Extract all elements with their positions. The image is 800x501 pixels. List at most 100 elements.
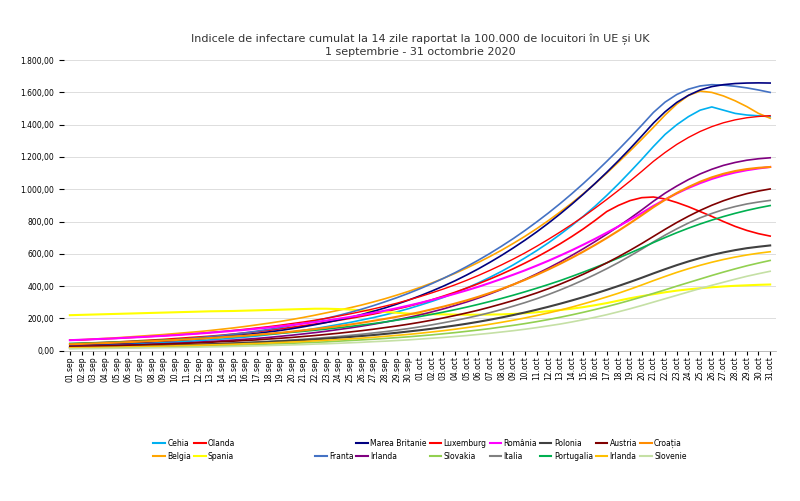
Luxemburg [438,286,448,292]
Marea Britanie [205,335,214,341]
Polonia [766,242,775,248]
Cehia [707,104,717,110]
Spania [229,308,238,314]
Portugalia [486,299,495,305]
Irlanda2 [65,345,74,351]
Spania [766,282,775,288]
Slovakia [310,339,320,345]
Franta [65,342,74,348]
Slovenie [438,335,448,341]
Olanda [229,331,238,337]
Belgia [65,337,74,343]
Marea Britanie [486,259,495,265]
Belgia [486,254,495,260]
Italia [65,345,74,351]
Luxemburg [766,113,775,119]
Line: Cehia: Cehia [70,107,770,346]
Line: România: România [70,167,770,340]
Slovenie [672,292,682,298]
Olanda [649,194,658,200]
Cehia [205,337,214,343]
Polonia [672,262,682,268]
Franta [229,331,238,337]
Legend: Cehia, Belgia, Olanda, Spania,  ,  ,  ,  ,  ,  ,  ,  ,  , Franta, Marea Britanie: Cehia, Belgia, Olanda, Spania, , , , , ,… [150,436,690,464]
Italia [438,320,448,326]
Cehia [229,335,238,341]
Austria [766,186,775,192]
Portugalia [205,335,214,341]
Title: Indicele de infectare cumulat la 14 zile raportat la 100.000 de locuitori în UE : Indicele de infectare cumulat la 14 zile… [190,34,650,57]
Spania [205,308,214,314]
Franta [310,318,320,324]
Croația [486,290,495,296]
Austria [672,219,682,225]
Cehia [486,274,495,280]
Portugalia [766,202,775,208]
Slovakia [438,331,448,337]
Luxemburg [310,317,320,323]
Croația [438,304,448,310]
Croația [65,341,74,347]
Polonia [65,345,74,351]
Marea Britanie [310,322,320,328]
Belgia [695,88,705,94]
Spania [65,312,74,318]
Portugalia [438,309,448,315]
Italia [766,197,775,203]
Austria [205,339,214,345]
Franta [205,334,214,340]
Irlanda2 [766,248,775,255]
Italia [310,336,320,342]
Italia [229,340,238,346]
Franta [672,92,682,98]
Slovenie [229,343,238,349]
Portugalia [65,341,74,347]
Austria [65,344,74,350]
Italia [205,341,214,347]
Slovakia [205,343,214,349]
Slovakia [486,326,495,332]
Slovakia [766,258,775,264]
Luxemburg [486,268,495,274]
Olanda [65,341,74,347]
Slovenie [766,268,775,274]
Line: Franta: Franta [70,85,770,345]
Line: Irlanda: Irlanda [70,158,770,347]
Croația [205,335,214,341]
Marea Britanie [438,283,448,289]
Polonia [205,341,214,347]
România [766,164,775,170]
Line: Marea Britanie: Marea Britanie [70,83,770,345]
Line: Luxemburg: Luxemburg [70,116,770,340]
Marea Britanie [672,99,682,105]
Irlanda [486,291,495,297]
Polonia [438,324,448,330]
Franta [486,250,495,257]
Line: Slovenie: Slovenie [70,271,770,349]
România [229,328,238,334]
Italia [672,226,682,232]
Line: Austria: Austria [70,189,770,347]
Line: Polonia: Polonia [70,245,770,348]
Austria [229,338,238,344]
Line: Slovakia: Slovakia [70,261,770,348]
Luxemburg [65,337,74,343]
Spania [438,312,448,318]
Portugalia [672,229,682,235]
Cehia [438,295,448,301]
Austria [310,333,320,339]
Belgia [229,325,238,331]
Irlanda [205,339,214,345]
Irlanda [310,330,320,336]
Franta [438,276,448,282]
Franta [766,89,775,95]
Irlanda2 [310,338,320,344]
Olanda [310,321,320,327]
Portugalia [310,327,320,333]
Austria [438,315,448,321]
Cehia [672,122,682,128]
Marea Britanie [65,342,74,348]
Olanda [684,204,694,210]
Olanda [205,333,214,339]
România [205,330,214,336]
